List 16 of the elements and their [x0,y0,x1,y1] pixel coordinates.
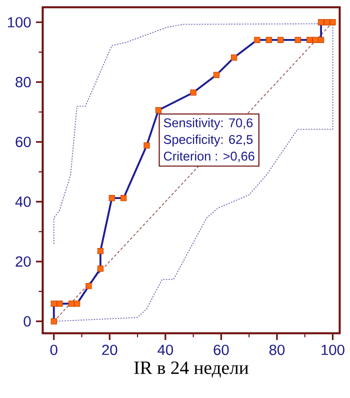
y-tick-label: 60 [16,136,31,148]
y-tick-label: 80 [16,76,31,88]
y-tick-label: 40 [15,196,31,207]
x-axis-title: IR в 24 недели [134,362,248,378]
annotation: Sensitivity: 70,6 [164,118,253,130]
x-tick-label: 40 [158,344,173,356]
annotation: Specificity: 62,5 [164,134,253,146]
y-tick-label: 0 [24,316,31,327]
x-tick-label: 60 [214,344,229,356]
y-tick-label: 100 [8,17,31,28]
x-tick-label: 100 [322,344,344,356]
x-tick-label: 20 [102,344,118,356]
x-tick-label: 0 [50,344,58,356]
annotation: Criterion : >0,66 [164,151,254,162]
y-tick-label: 20 [16,256,31,267]
x-tick-label: 80 [269,344,285,356]
